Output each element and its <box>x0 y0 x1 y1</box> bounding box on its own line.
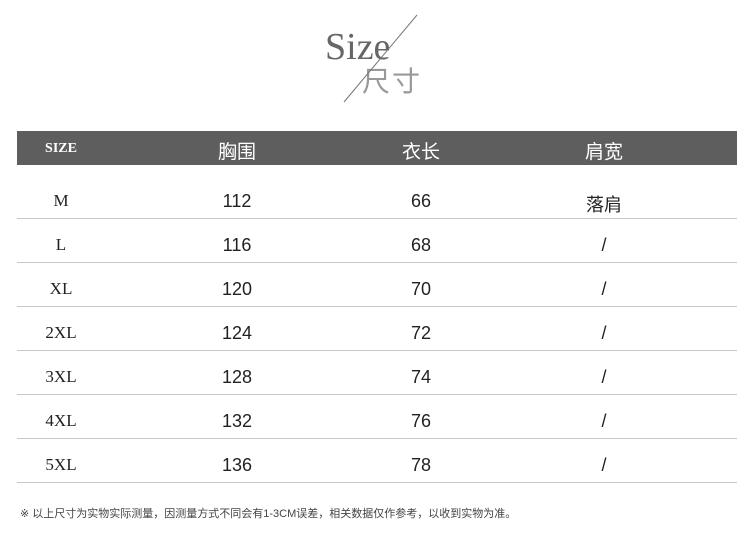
diagonal-slash-decoration <box>343 14 418 103</box>
header-shoulder: 肩宽 <box>584 142 624 163</box>
cell-shoulder: / <box>601 323 607 343</box>
cell-chest: 124 <box>221 323 253 343</box>
cell-length: 68 <box>410 235 432 255</box>
cell-size: 2XL <box>45 323 77 342</box>
header-size: SIZE <box>45 141 77 156</box>
table-header: SIZE 胸围 衣长 肩宽 <box>17 131 737 165</box>
size-title: Size 尺寸 <box>300 0 460 110</box>
header-chest: 胸围 <box>217 142 257 163</box>
cell-length: 72 <box>410 323 432 343</box>
cell-size: 5XL <box>45 455 77 474</box>
cell-size: M <box>53 191 69 210</box>
title-en: Size <box>325 26 391 68</box>
cell-size: L <box>55 235 67 254</box>
cell-chest: 116 <box>222 235 252 255</box>
cell-length: 74 <box>410 367 432 387</box>
cell-chest: 136 <box>221 455 253 475</box>
cell-shoulder: / <box>601 455 607 475</box>
cell-shoulder: / <box>601 235 607 255</box>
cell-size: 4XL <box>45 411 77 430</box>
table-row: L 116 68 / <box>17 218 737 263</box>
cell-chest: 120 <box>221 279 253 299</box>
cell-shoulder: / <box>601 279 607 299</box>
cell-chest: 128 <box>221 367 253 387</box>
cell-shoulder: / <box>601 411 607 431</box>
table-row: 5XL 136 78 / <box>17 438 737 483</box>
cell-chest: 112 <box>222 191 252 211</box>
cell-chest: 132 <box>221 411 253 431</box>
cell-size: 3XL <box>45 367 77 386</box>
table-row: M 112 66 落肩 <box>17 174 737 219</box>
table-row: 3XL 128 74 / <box>17 350 737 395</box>
measurement-note: ※ 以上尺寸为实物实际测量，因测量方式不同会有1-3CM误差，相关数据仅作参考，… <box>20 508 517 520</box>
cell-length: 70 <box>410 279 432 299</box>
cell-size: XL <box>49 279 73 298</box>
cell-shoulder: 落肩 <box>586 195 622 215</box>
table-row: 2XL 124 72 / <box>17 306 737 351</box>
cell-length: 78 <box>410 455 432 475</box>
header-length: 衣长 <box>401 142 441 163</box>
cell-shoulder: / <box>601 367 607 387</box>
cell-length: 76 <box>410 411 432 431</box>
table-row: 4XL 132 76 / <box>17 394 737 439</box>
cell-length: 66 <box>410 191 432 211</box>
table-row: XL 120 70 / <box>17 262 737 307</box>
title-cn: 尺寸 <box>362 66 423 97</box>
